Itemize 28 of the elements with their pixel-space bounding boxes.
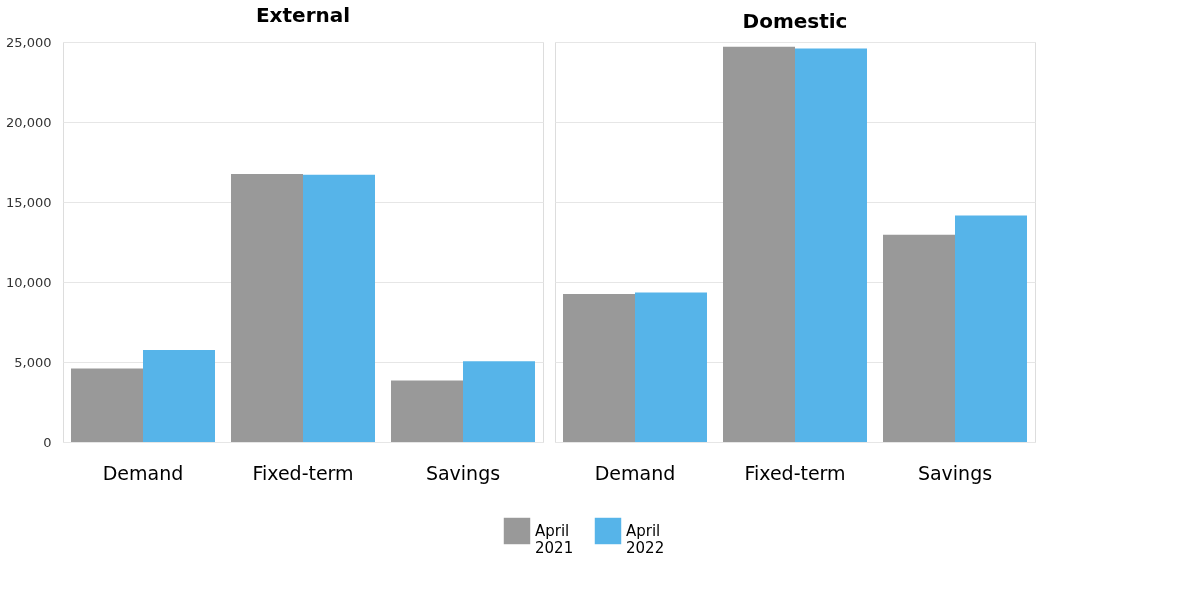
bar: [955, 215, 1027, 442]
y-tick-label: 5,000: [14, 354, 52, 370]
bar: [303, 174, 375, 442]
bar: [391, 380, 463, 442]
bar: [635, 292, 707, 442]
y-tick-label: 0: [43, 434, 52, 450]
x-tick-label: Savings: [917, 461, 993, 484]
x-tick-label: Demand: [594, 461, 676, 484]
chart-title: External: [255, 3, 351, 27]
bar: [795, 48, 867, 442]
chart-title: Domestic: [742, 9, 848, 33]
bar: [723, 46, 795, 442]
x-tick-label: Fixed-term: [252, 461, 354, 484]
bar: [463, 361, 535, 442]
legend-label: April 2022: [626, 522, 665, 557]
y-tick-label: 20,000: [6, 114, 52, 130]
bar: [71, 368, 143, 442]
y-tick-label: 25,000: [6, 34, 52, 50]
bar: [231, 174, 303, 442]
y-tick-label: 15,000: [6, 194, 52, 210]
bar: [143, 350, 215, 442]
bar: [883, 234, 955, 442]
bar: [563, 294, 635, 442]
x-tick-label: Fixed-term: [744, 461, 846, 484]
y-tick-label: 10,000: [6, 274, 52, 290]
legend-label: April 2021: [535, 522, 574, 557]
x-tick-label: Demand: [102, 461, 184, 484]
x-tick-label: Savings: [425, 461, 501, 484]
